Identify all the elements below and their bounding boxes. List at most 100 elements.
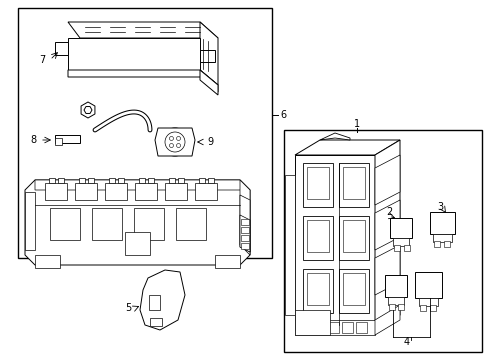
Polygon shape <box>25 180 249 265</box>
Polygon shape <box>414 272 441 298</box>
Polygon shape <box>374 305 399 335</box>
Polygon shape <box>105 183 127 200</box>
Polygon shape <box>342 220 364 252</box>
Text: 8: 8 <box>30 135 36 145</box>
Polygon shape <box>397 304 403 310</box>
Polygon shape <box>299 322 310 333</box>
Polygon shape <box>134 208 163 240</box>
Polygon shape <box>25 192 35 250</box>
Polygon shape <box>199 178 204 183</box>
Polygon shape <box>35 255 60 268</box>
Polygon shape <box>418 298 437 306</box>
Polygon shape <box>294 320 374 335</box>
Polygon shape <box>241 235 248 241</box>
Polygon shape <box>150 318 162 326</box>
Polygon shape <box>195 183 217 200</box>
Polygon shape <box>68 22 218 38</box>
Polygon shape <box>393 245 399 251</box>
Polygon shape <box>384 275 406 297</box>
Polygon shape <box>419 305 425 311</box>
Polygon shape <box>164 183 186 200</box>
Polygon shape <box>303 163 332 207</box>
Polygon shape <box>294 155 374 330</box>
Polygon shape <box>241 227 248 233</box>
Polygon shape <box>303 269 332 313</box>
Polygon shape <box>125 232 150 255</box>
Polygon shape <box>55 135 80 143</box>
Polygon shape <box>35 180 249 190</box>
Polygon shape <box>55 42 68 55</box>
Polygon shape <box>303 216 332 260</box>
Polygon shape <box>68 70 218 92</box>
Polygon shape <box>139 178 145 183</box>
Polygon shape <box>387 297 403 305</box>
Polygon shape <box>75 183 97 200</box>
Polygon shape <box>81 102 95 118</box>
Polygon shape <box>388 304 394 310</box>
Polygon shape <box>355 322 366 333</box>
Text: 5: 5 <box>124 303 131 313</box>
Polygon shape <box>68 38 200 70</box>
Polygon shape <box>338 163 368 207</box>
Polygon shape <box>55 138 62 145</box>
Polygon shape <box>374 155 399 205</box>
Polygon shape <box>109 178 115 183</box>
Polygon shape <box>178 178 183 183</box>
Polygon shape <box>374 140 399 330</box>
Circle shape <box>161 128 189 156</box>
Polygon shape <box>155 128 195 156</box>
Polygon shape <box>148 178 154 183</box>
Polygon shape <box>294 140 399 155</box>
Polygon shape <box>240 195 249 252</box>
Polygon shape <box>176 208 205 240</box>
Polygon shape <box>200 70 218 95</box>
Polygon shape <box>45 183 67 200</box>
Polygon shape <box>200 22 218 85</box>
Text: 7: 7 <box>39 55 45 65</box>
Polygon shape <box>285 175 294 315</box>
Polygon shape <box>341 322 352 333</box>
Text: 3: 3 <box>436 202 442 212</box>
Polygon shape <box>306 220 328 252</box>
Polygon shape <box>241 219 248 225</box>
Polygon shape <box>338 216 368 260</box>
Polygon shape <box>284 130 481 352</box>
Polygon shape <box>135 183 157 200</box>
Text: 9: 9 <box>206 137 213 147</box>
Circle shape <box>164 132 184 152</box>
Polygon shape <box>319 133 349 140</box>
Polygon shape <box>200 50 215 62</box>
Polygon shape <box>374 245 399 295</box>
Polygon shape <box>18 8 271 258</box>
Polygon shape <box>169 178 175 183</box>
Polygon shape <box>50 208 80 240</box>
Polygon shape <box>389 218 411 238</box>
Polygon shape <box>294 310 329 335</box>
Polygon shape <box>429 212 454 234</box>
Polygon shape <box>313 322 325 333</box>
Text: 1: 1 <box>353 119 359 129</box>
Polygon shape <box>140 270 184 330</box>
Polygon shape <box>432 234 451 242</box>
Text: 2: 2 <box>385 207 391 217</box>
Polygon shape <box>429 305 435 311</box>
Polygon shape <box>88 178 94 183</box>
Polygon shape <box>241 243 248 249</box>
Polygon shape <box>215 255 240 268</box>
Polygon shape <box>342 167 364 199</box>
Polygon shape <box>207 178 214 183</box>
Polygon shape <box>403 245 409 251</box>
Polygon shape <box>240 215 249 252</box>
Circle shape <box>176 144 180 148</box>
Polygon shape <box>49 178 55 183</box>
Polygon shape <box>443 241 449 247</box>
Polygon shape <box>433 241 439 247</box>
Polygon shape <box>342 273 364 305</box>
Circle shape <box>169 136 173 140</box>
Circle shape <box>169 144 173 148</box>
Polygon shape <box>327 322 338 333</box>
Polygon shape <box>392 238 408 246</box>
Polygon shape <box>118 178 124 183</box>
Polygon shape <box>84 107 92 113</box>
Text: 6: 6 <box>279 110 285 120</box>
